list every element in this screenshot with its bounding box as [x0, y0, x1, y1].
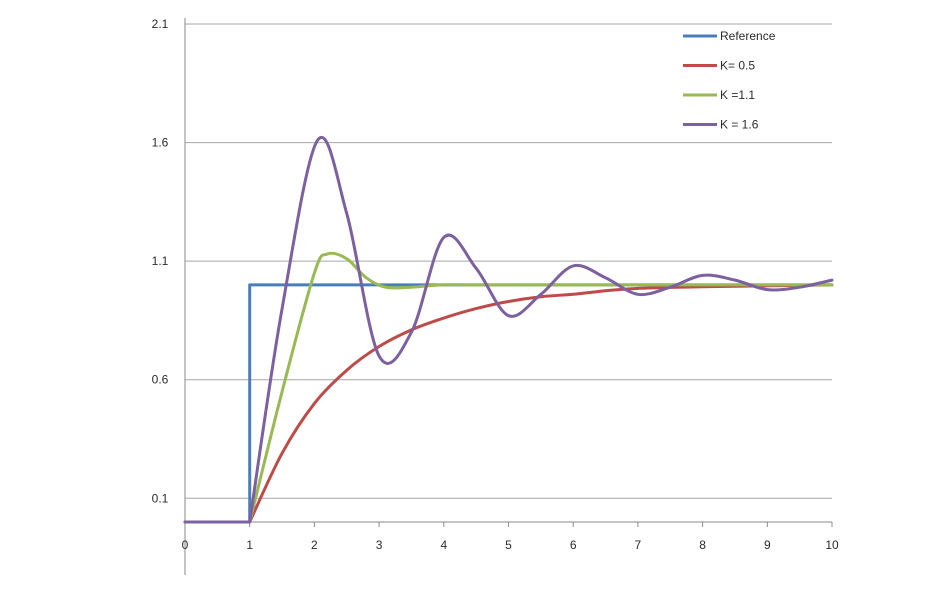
x-tick-label: 8 [699, 538, 706, 552]
x-tick-label: 10 [825, 538, 839, 552]
y-tick-label: 1.6 [152, 136, 169, 150]
series-line-reference [183, 283, 834, 524]
grid-lines [185, 23, 832, 499]
legend-label: K = 1.6 [720, 118, 759, 132]
x-tick-label: 5 [505, 538, 512, 552]
x-tick-label: 6 [570, 538, 577, 552]
y-tick-label: 0.1 [152, 491, 169, 505]
y-tick-label: 0.6 [152, 373, 169, 387]
y-tick-labels: 0.1 0.6 1.1 1.6 2.1 [152, 17, 169, 505]
x-tick-labels: 0 1 2 3 4 5 6 7 8 9 10 [182, 522, 839, 552]
x-tick-label: 9 [764, 538, 771, 552]
y-tick-label: 1.1 [152, 254, 169, 268]
x-tick-label: 3 [376, 538, 383, 552]
series-line-k-1-1 [183, 251, 834, 524]
x-tick-label: 0 [182, 538, 189, 552]
x-tick-label: 7 [635, 538, 642, 552]
legend-label: K =1.1 [720, 88, 755, 102]
x-tick-label: 4 [440, 538, 447, 552]
legend-label: K= 0.5 [720, 59, 755, 73]
series-line-k-1-6 [183, 136, 834, 524]
x-tick-label: 1 [246, 538, 253, 552]
legend: Reference K= 0.5 K =1.1 K = 1.6 [683, 29, 776, 132]
series-lines [183, 136, 834, 524]
series-line-k-0-5 [183, 283, 834, 524]
y-tick-label: 2.1 [152, 17, 169, 31]
legend-label: Reference [720, 29, 776, 43]
x-tick-label: 2 [311, 538, 318, 552]
